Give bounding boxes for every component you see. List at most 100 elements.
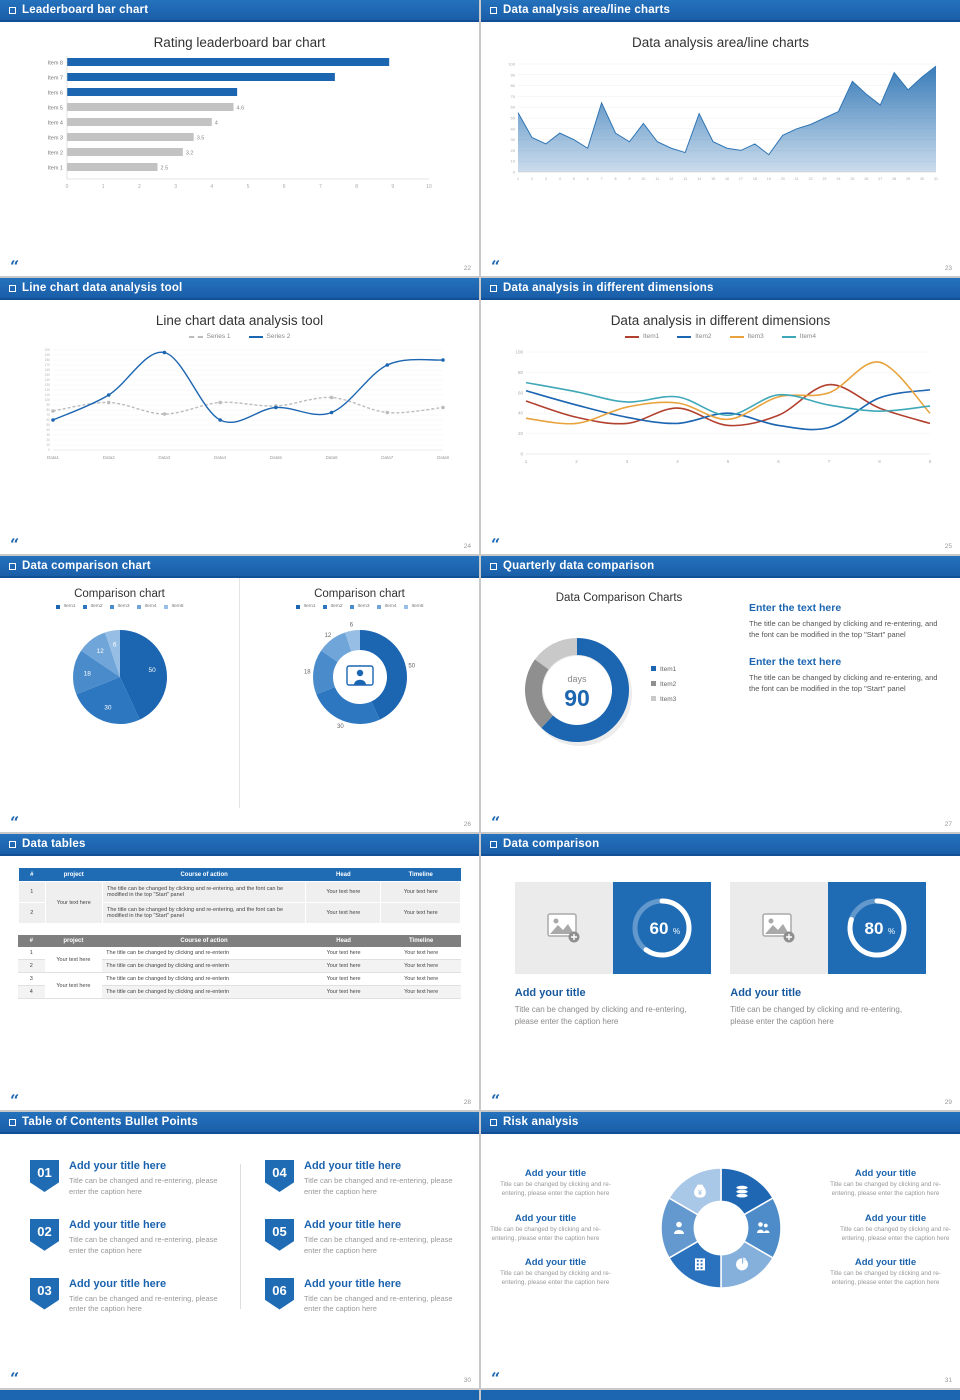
next-slide-header-partial (0, 1390, 479, 1400)
col-header: # (18, 868, 46, 882)
legend-item: Item2 (322, 604, 343, 609)
svg-text:8: 8 (878, 459, 881, 464)
square-bullet-icon (9, 840, 16, 848)
chart-title: Rating leaderboard bar chart (153, 35, 326, 50)
slide-header: Risk analysis (481, 1112, 960, 1134)
svg-text:Data3: Data3 (158, 455, 171, 460)
coins-icon (735, 1185, 748, 1199)
svg-text:100: 100 (515, 350, 523, 355)
risk-caption: Title can be changed by clicking and re-… (830, 1181, 941, 1197)
presenter-icon (673, 1221, 684, 1234)
svg-text:8: 8 (614, 177, 616, 181)
svg-text:10: 10 (641, 177, 645, 181)
page-number: 22 (463, 265, 471, 272)
pie-chart: 50 30 18 12 6 (72, 630, 167, 724)
square-bullet-icon (490, 284, 497, 292)
svg-text:30: 30 (104, 705, 112, 712)
svg-text:18: 18 (752, 177, 756, 181)
risk-block: Add your title Title can be changed by c… (830, 1213, 960, 1244)
square-bullet-icon (490, 6, 497, 14)
col-header: # (18, 935, 45, 947)
svg-text:90: 90 (510, 72, 515, 77)
toc-item: 04 Add your title here Title can be chan… (265, 1160, 454, 1198)
slide-header-title: Table of Contents Bullet Points (22, 1116, 198, 1128)
svg-text:4: 4 (214, 121, 217, 127)
cell-num: 1 (18, 947, 45, 960)
slide-header: Line chart data analysis tool (0, 278, 479, 300)
svg-text:80: 80 (46, 408, 50, 412)
svg-text:3.5: 3.5 (196, 136, 204, 142)
pie-chart-icon (735, 1257, 748, 1271)
svg-text:28: 28 (892, 177, 896, 181)
cell-timeline: Your text here (381, 959, 461, 973)
toc-title: Add your title here (304, 1277, 402, 1290)
toc-item: 05 Add your title here Title can be chan… (265, 1218, 454, 1257)
svg-text:10: 10 (510, 159, 515, 164)
svg-text:80: 80 (517, 370, 523, 375)
risk-caption: Title can be changed by clicking and re-… (830, 1270, 941, 1287)
chart-title: Data Comparison Charts (555, 592, 683, 604)
svg-text:25: 25 (850, 177, 854, 181)
page-number: 25 (944, 543, 952, 550)
svg-text:Data1: Data1 (46, 455, 59, 460)
slide-header-title: Data comparison (503, 838, 600, 850)
svg-text:50: 50 (148, 667, 156, 674)
svg-text:Item1: Item1 (660, 666, 677, 673)
page-number: 28 (463, 1099, 471, 1106)
svg-text:80: 80 (510, 83, 515, 88)
cell-num: 3 (18, 972, 45, 986)
cell-timeline: Your text here (381, 972, 461, 986)
bank-icon (694, 1258, 705, 1271)
text-block-body: The title can be changed by clicking and… (749, 672, 938, 693)
quote-icon (491, 1092, 500, 1110)
svg-text:20: 20 (510, 148, 515, 153)
cell-num: 2 (18, 959, 45, 973)
toc-caption: Title can be changed and re-entering, pl… (69, 1234, 218, 1255)
card-caption: Title can be changed by clicking and re-… (514, 1005, 687, 1026)
toc-item: 02 Add your title here Title can be chan… (30, 1218, 219, 1257)
number-badge: 03 (30, 1277, 59, 1310)
legend-item: Series 1 (188, 333, 231, 340)
svg-text:6: 6 (586, 177, 588, 181)
svg-text:120: 120 (44, 388, 50, 392)
cell-action: The title can be changed by clicking and… (102, 985, 306, 999)
legend-item: Item3 (109, 604, 130, 609)
slide-quarterly-data-comparison: Quarterly data comparison Data Compariso… (481, 556, 960, 832)
svg-text:7: 7 (827, 459, 830, 464)
svg-text:60: 60 (649, 919, 668, 938)
svg-text:40: 40 (510, 126, 515, 131)
square-bullet-icon (490, 840, 497, 848)
risk-title: Add your title (854, 1257, 917, 1269)
svg-text:30: 30 (510, 137, 515, 142)
svg-text:70: 70 (510, 94, 515, 99)
svg-text:80: 80 (865, 919, 884, 938)
slide-header: Data comparison (481, 834, 960, 856)
slide-header-title: Data analysis area/line charts (503, 4, 671, 16)
svg-text:50: 50 (510, 116, 515, 121)
cell-project: Your text here (44, 947, 103, 973)
toc-title: Add your title here (304, 1218, 402, 1231)
svg-text:17: 17 (738, 177, 742, 181)
toc-title: Add your title here (304, 1160, 402, 1172)
svg-text:13: 13 (683, 177, 687, 181)
chart-title: Comparison chart (74, 588, 165, 600)
chart-title: Data analysis area/line charts (631, 35, 810, 50)
svg-text:90: 90 (46, 403, 50, 407)
col-header: project (44, 935, 103, 947)
svg-text:60: 60 (510, 105, 515, 110)
quote-icon (10, 536, 19, 554)
svg-text:21: 21 (794, 177, 798, 181)
slide-header: Leaderboard bar chart (0, 0, 479, 22)
svg-text:40: 40 (46, 428, 50, 432)
text-block: Enter the text here The title can be cha… (749, 656, 942, 695)
svg-text:5: 5 (726, 459, 729, 464)
svg-text:16: 16 (725, 177, 729, 181)
svg-text:130: 130 (44, 383, 50, 387)
data-table-gray: # project Course of action Head Timeline… (18, 935, 461, 999)
svg-text:10: 10 (46, 443, 50, 447)
cell-action: The title can be changed by clicking and… (102, 947, 306, 960)
svg-text:12: 12 (669, 177, 673, 181)
square-bullet-icon (490, 1118, 497, 1126)
cell-head: Your text here (305, 881, 382, 903)
quote-icon (10, 1092, 19, 1110)
